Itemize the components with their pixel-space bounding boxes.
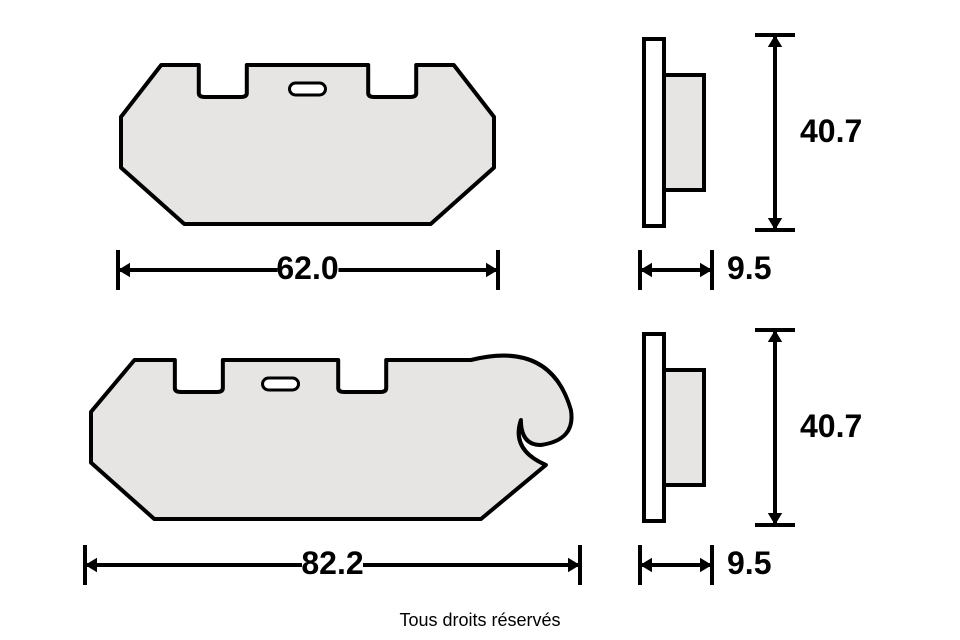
brake-pad-top-front	[115, 35, 500, 230]
dim-bottom-thick-label: 9.5	[727, 545, 771, 582]
dim-top-thick-label: 9.5	[727, 250, 771, 287]
brake-pad-bottom-side	[640, 330, 732, 525]
dim-top-thick	[620, 240, 732, 300]
dim-bottom-thick	[620, 535, 732, 595]
dim-top-width-label: 62.0	[248, 250, 368, 287]
dim-bottom-width-label: 82.2	[273, 545, 393, 582]
copyright-footer: Tous droits réservés	[0, 610, 960, 631]
brake-pad-bottom-front	[85, 330, 580, 525]
dim-top-height-label: 40.7	[800, 113, 862, 150]
brake-pad-top-side	[640, 35, 732, 230]
dim-top-height	[745, 15, 805, 250]
dim-bottom-height-label: 40.7	[800, 408, 862, 445]
dim-bottom-height	[745, 310, 805, 545]
